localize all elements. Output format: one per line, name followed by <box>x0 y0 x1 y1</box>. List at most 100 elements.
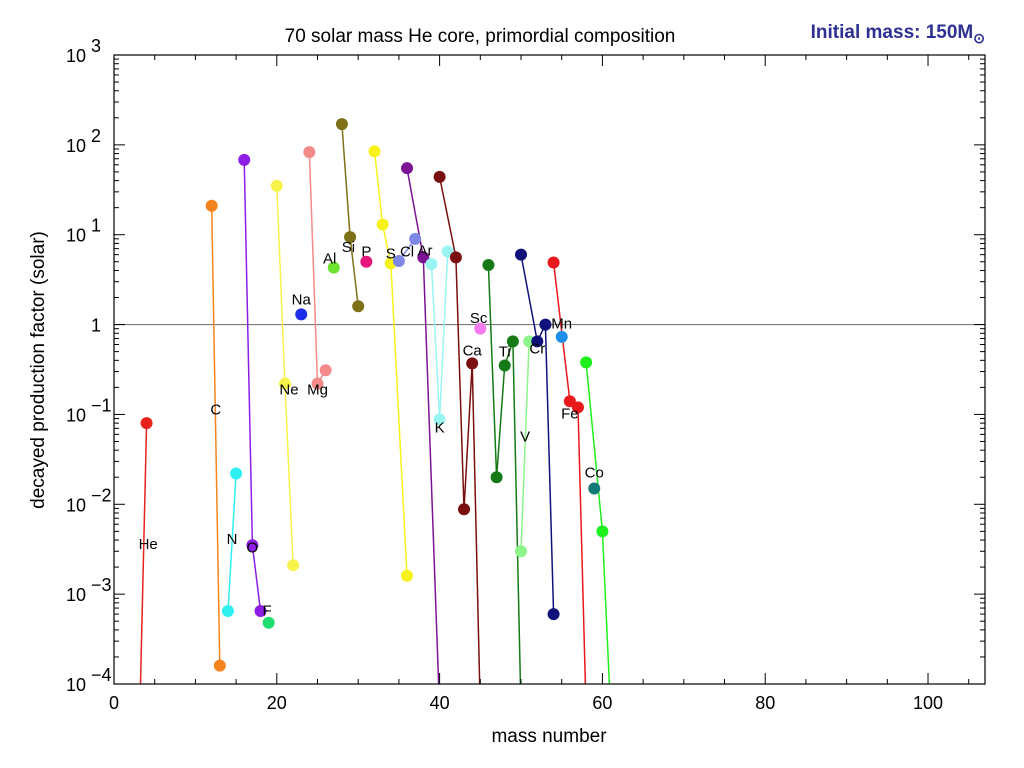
series-line-he <box>139 423 148 684</box>
data-point-sc <box>474 322 487 335</box>
data-point-si <box>344 231 357 244</box>
data-point-o <box>238 153 251 166</box>
element-label-ti: Ti <box>499 343 511 360</box>
data-point-mg <box>319 364 332 377</box>
x-tick-label: 100 <box>913 693 943 713</box>
data-point-cr <box>547 608 560 621</box>
data-point-s <box>376 218 389 231</box>
y-tick-exponent: 2 <box>91 126 101 146</box>
data-point-n <box>221 604 234 617</box>
data-point-n <box>230 467 243 480</box>
element-label-sc: Sc <box>470 310 488 327</box>
data-point-fe <box>547 256 560 269</box>
data-point-mg <box>303 146 316 159</box>
y-tick-label: 1 <box>91 316 101 336</box>
data-point-ni <box>580 356 593 369</box>
data-point-v <box>515 545 528 558</box>
element-label-v: V <box>520 429 530 446</box>
data-point-ar <box>417 251 430 264</box>
series-line-c <box>210 205 221 666</box>
data-point-si <box>335 118 348 131</box>
element-label-c: C <box>210 402 221 419</box>
plot-frame <box>113 54 986 685</box>
series-line-v <box>520 341 530 552</box>
data-point-ne <box>287 559 300 572</box>
y-tick-exponent: 3 <box>91 36 101 56</box>
data-point-o <box>246 539 259 552</box>
data-point-al <box>327 261 340 274</box>
y-tick-exponent: −4 <box>91 665 112 685</box>
data-point-fe <box>571 401 584 414</box>
data-point-ne <box>278 377 291 390</box>
initial-mass-solar-symbol: ⊙ <box>973 30 985 46</box>
element-label-co: Co <box>585 464 604 481</box>
y-tick-exponent: −2 <box>91 485 112 505</box>
y-tick-label: 10 <box>66 226 86 246</box>
y-tick-label: 10 <box>66 495 86 515</box>
series-line-s <box>373 151 408 576</box>
element-label-cl: Cl <box>400 244 414 261</box>
element-label-si: Si <box>342 239 355 256</box>
element-label-ca: Ca <box>463 343 483 360</box>
series-line-k <box>430 251 449 420</box>
element-label-ar: Ar <box>417 242 432 259</box>
initial-mass-prefix: Initial mass: 150M <box>811 22 974 43</box>
data-point-na <box>295 308 308 321</box>
series-line-cr <box>520 254 555 615</box>
data-point-k <box>433 413 446 426</box>
data-point-cr <box>539 318 552 331</box>
data-point-cr <box>515 248 528 261</box>
x-tick-label: 0 <box>109 693 119 713</box>
y-tick-label: 10 <box>66 405 86 425</box>
element-label-p: P <box>361 244 371 261</box>
element-label-mg: Mg <box>307 381 328 398</box>
series-line-si <box>341 124 359 307</box>
element-label-f: F <box>262 603 271 620</box>
data-point-cl <box>409 232 422 245</box>
series-line-ti <box>487 264 522 684</box>
x-tick-label: 60 <box>592 693 612 713</box>
y-tick-exponent: −1 <box>91 395 112 415</box>
element-label-fe: Fe <box>561 405 579 422</box>
series-line-n <box>227 473 237 612</box>
y-tick-label: 10 <box>66 136 86 156</box>
element-label-k: K <box>435 419 445 436</box>
data-point-k <box>425 258 438 271</box>
data-point-ar <box>401 162 414 175</box>
data-point-cl <box>392 254 405 267</box>
plot-area: He C NO F Ne Na Mg Al Si P S Cl Ar K Ca Sc Ti V Cr Mn Fe Co <box>114 118 985 684</box>
element-label-na: Na <box>292 292 312 309</box>
data-point-he <box>140 417 153 430</box>
element-label-mn: Mn <box>551 316 572 333</box>
data-point-ti <box>506 335 519 348</box>
y-axis-label: decayed production factor (solar) <box>28 231 49 509</box>
y-tick-label: 10 <box>66 585 86 605</box>
x-tick-label: 80 <box>755 693 775 713</box>
data-point-p <box>360 255 373 268</box>
data-point-f <box>262 616 275 629</box>
data-point-ti <box>490 471 503 484</box>
series-line-ni <box>585 362 611 684</box>
x-tick-label: 40 <box>430 693 450 713</box>
series-line-mg <box>308 152 327 387</box>
element-label-al: Al <box>323 250 336 267</box>
initial-mass-label: Initial mass: 150M⊙ <box>811 22 985 46</box>
chart-title: 70 solar mass He core, primordial compos… <box>285 26 676 47</box>
element-label-n: N <box>227 531 238 548</box>
y-tick-label: 10 <box>66 46 86 66</box>
data-point-o <box>254 604 267 617</box>
data-point-si <box>352 300 365 313</box>
data-point-mg <box>311 377 324 390</box>
data-point-mn <box>555 330 568 343</box>
x-tick-label: 20 <box>267 693 287 713</box>
x-axis-label: mass number <box>491 726 607 747</box>
y-tick-exponent: 1 <box>91 216 101 236</box>
y-tick-label: 10 <box>66 675 86 695</box>
data-point-ca <box>433 170 446 183</box>
series-line-ne <box>276 185 294 566</box>
data-point-ca <box>449 251 462 264</box>
data-point-ca <box>458 503 471 516</box>
data-point-co <box>588 482 601 495</box>
